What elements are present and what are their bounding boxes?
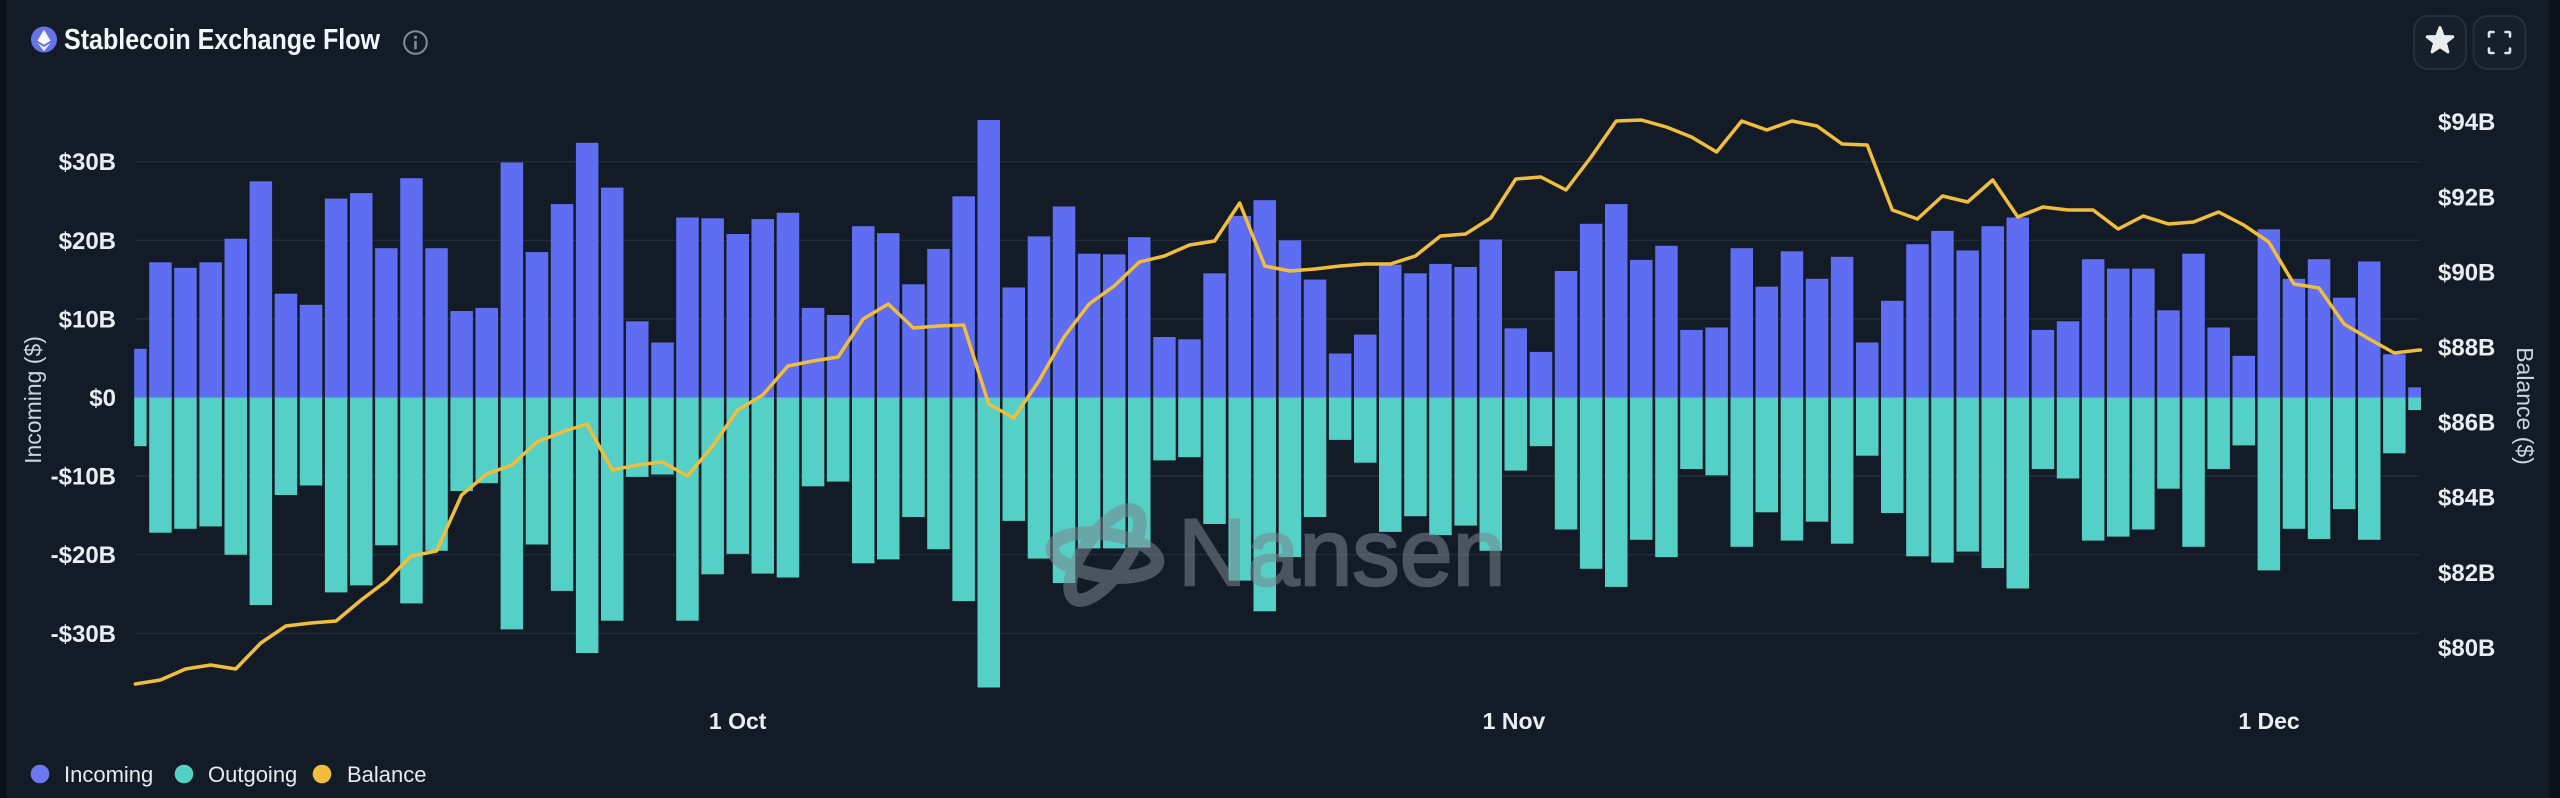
svg-text:Incoming: Incoming [64, 762, 153, 787]
svg-text:Stablecoin Exchange Flow: Stablecoin Exchange Flow [64, 24, 380, 56]
svg-text:$10B: $10B [59, 306, 116, 333]
svg-text:Balance: Balance [347, 762, 427, 787]
svg-text:-$10B: -$10B [51, 464, 116, 491]
svg-text:-$20B: -$20B [51, 542, 116, 569]
svg-text:Nansen: Nansen [1178, 500, 1505, 606]
svg-text:-$30B: -$30B [51, 621, 116, 648]
svg-text:Incoming ($): Incoming ($) [20, 336, 46, 464]
svg-text:$20B: $20B [59, 228, 116, 255]
svg-text:$86B: $86B [2438, 410, 2495, 437]
svg-text:1 Nov: 1 Nov [1483, 708, 1546, 734]
svg-text:1 Dec: 1 Dec [2238, 708, 2300, 734]
svg-text:$94B: $94B [2438, 109, 2495, 136]
svg-text:$88B: $88B [2438, 335, 2495, 362]
svg-text:$84B: $84B [2438, 485, 2495, 512]
svg-text:$92B: $92B [2438, 184, 2495, 211]
svg-text:$90B: $90B [2438, 259, 2495, 286]
svg-text:1 Oct: 1 Oct [709, 708, 767, 734]
svg-text:$30B: $30B [59, 149, 116, 176]
svg-text:$0: $0 [89, 385, 116, 412]
svg-text:Outgoing: Outgoing [208, 762, 297, 787]
svg-text:Balance ($): Balance ($) [2512, 347, 2538, 465]
svg-text:$80B: $80B [2438, 635, 2495, 662]
svg-text:$82B: $82B [2438, 560, 2495, 587]
